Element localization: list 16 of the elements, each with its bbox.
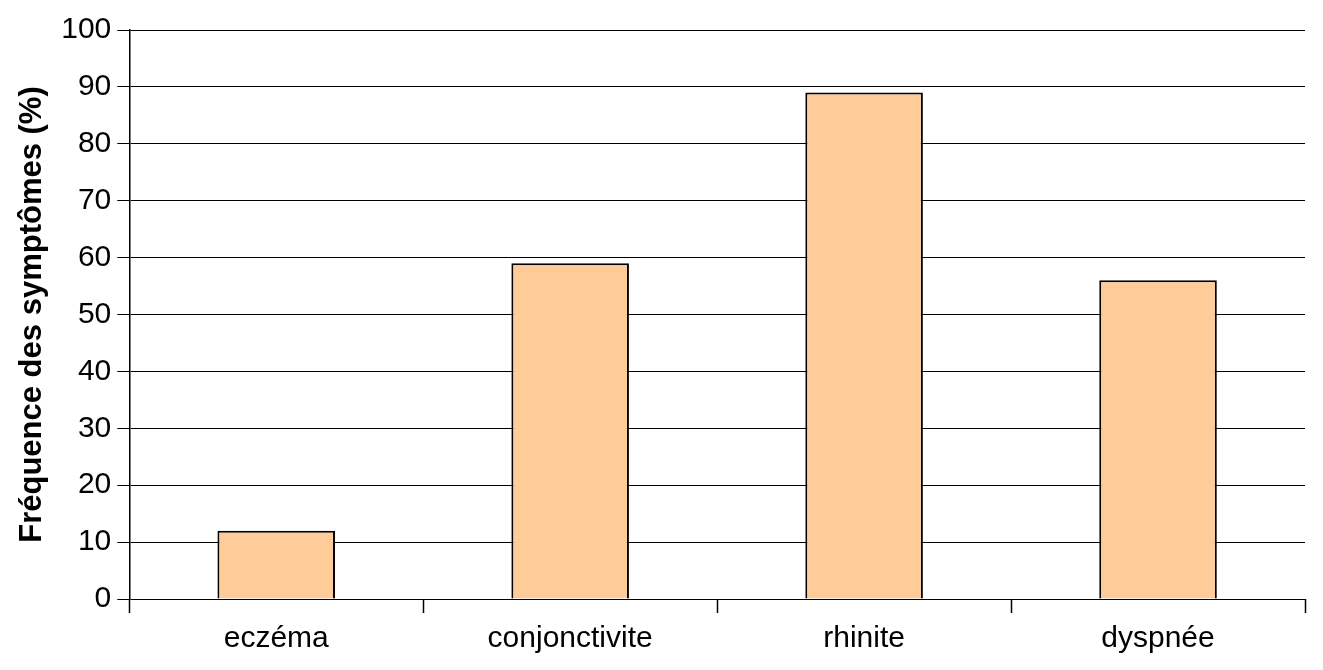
y-tick-label: 10 (77, 523, 112, 557)
y-tick-label: 80 (77, 125, 112, 159)
x-tick-label: dyspnée (1101, 620, 1215, 654)
y-tick-label: 30 (77, 409, 112, 443)
y-axis-title: Fréquence des symptômes (%) (13, 86, 49, 543)
y-tick-label: 20 (77, 466, 112, 500)
x-tick-label: rhinite (823, 620, 905, 654)
y-tick-label: 0 (94, 580, 112, 614)
y-tick-label: 100 (61, 11, 112, 45)
y-tick-label: 60 (77, 238, 112, 272)
y-tick-label: 90 (77, 68, 112, 102)
x-tick-label: eczéma (223, 620, 330, 654)
y-tick-label: 40 (77, 352, 112, 386)
x-tick-label: conjonctivite (487, 620, 653, 654)
y-tick-label: 50 (77, 295, 112, 329)
y-tick-label: 70 (77, 181, 112, 215)
